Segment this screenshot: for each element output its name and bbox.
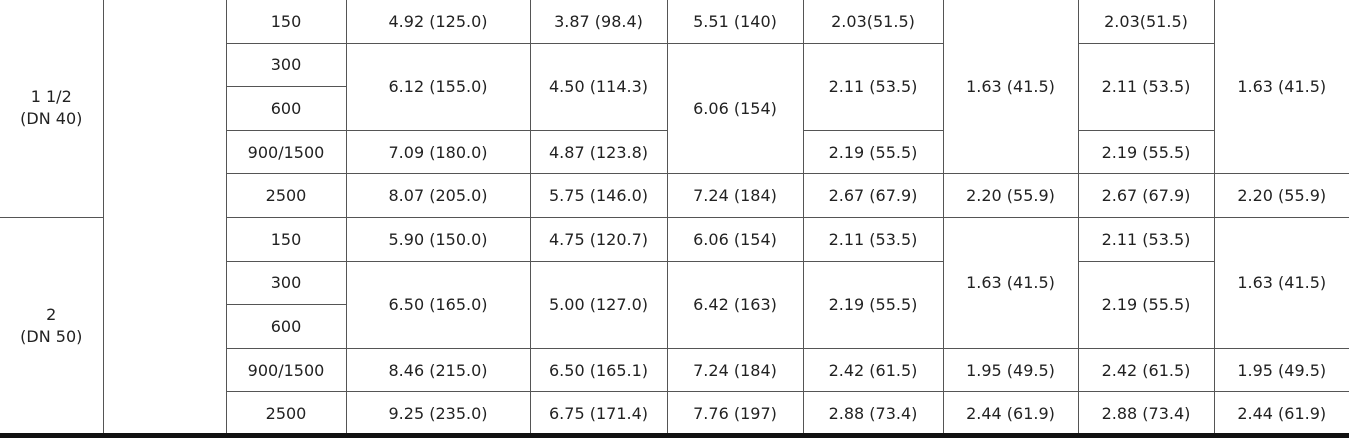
value-cell: 2.11 (53.5) xyxy=(802,42,944,131)
table-row: 300 6.12 (155.0) 4.50 (114.3) 6.06 (154) 2.1… xyxy=(0,42,1349,175)
value-cell: 2.44 (61.9) xyxy=(942,391,1079,436)
value-cell: 2.11 (53.5) xyxy=(802,216,944,262)
value-cell: 5.90 (150.0) xyxy=(345,216,531,262)
bottom-rule xyxy=(0,433,1349,438)
value-cell: 2.19 (55.5) xyxy=(1077,129,1215,175)
value-cell: 6.75 (171.4) xyxy=(529,391,668,436)
value-cell: 7.09 (180.0) xyxy=(345,129,531,175)
value-cell: 2.11 (53.5) xyxy=(1077,42,1215,131)
value-cell: 1.63 (41.5) xyxy=(942,216,1079,349)
value-cell: 4.92 (125.0) xyxy=(345,0,531,44)
blank-cell xyxy=(102,0,227,436)
value-cell: 1.63 (41.5) xyxy=(1213,216,1349,349)
class-cell: 900/1500 xyxy=(225,129,347,175)
class-cell: 600 xyxy=(225,86,347,131)
class-cell: 150 xyxy=(225,0,347,44)
value-cell: 8.46 (215.0) xyxy=(345,347,531,393)
value-cell: 1.63 (41.5) xyxy=(942,0,1079,175)
size-text: 2 xyxy=(46,305,57,325)
value-cell: 2.20 (55.9) xyxy=(942,173,1079,218)
value-cell: 3.87 (98.4) xyxy=(529,0,668,44)
value-cell: 7.24 (184) xyxy=(666,173,804,218)
size-text: (DN 50) xyxy=(20,327,83,347)
value-cell: 2.03(51.5) xyxy=(802,0,944,44)
table-row: 900/1500 8.46 (215.0) 6.50 (165.1) 7.24 (18… xyxy=(0,347,1349,393)
size-cell: 1 1/2 (DN 40) xyxy=(0,0,104,218)
value-cell: 1.63 (41.5) xyxy=(1213,0,1349,175)
value-cell: 2.88 (73.4) xyxy=(1077,391,1215,436)
size-text: 1 1/2 xyxy=(30,87,72,107)
table-row: 900/1500 7.09 (180.0) 4.87 (123.8) 2.19 (55… xyxy=(0,129,1349,175)
value-cell: 5.00 (127.0) xyxy=(529,260,668,349)
value-cell: 5.51 (140) xyxy=(666,0,804,44)
table-row: 2500 8.07 (205.0) 5.75 (146.0) 7.24 (184) 2.… xyxy=(0,173,1349,218)
value-cell: 6.50 (165.1) xyxy=(529,347,668,393)
value-cell: 2.03(51.5) xyxy=(1077,0,1215,44)
value-cell: 6.50 (165.0) xyxy=(345,260,531,349)
value-cell: 2.19 (55.5) xyxy=(802,260,944,349)
class-cell: 2500 xyxy=(225,173,347,218)
class-cell: 900/1500 xyxy=(225,347,347,393)
value-cell: 2.11 (53.5) xyxy=(1077,216,1215,262)
value-cell: 6.06 (154) xyxy=(666,42,804,175)
table-row: 300 6.50 (165.0) 5.00 (127.0) 6.42 (163) 2.1… xyxy=(0,260,1349,349)
value-cell: 6.42 (163) xyxy=(666,260,804,349)
value-cell: 2.20 (55.9) xyxy=(1213,173,1349,218)
value-cell: 2.44 (61.9) xyxy=(1213,391,1349,436)
value-cell: 6.06 (154) xyxy=(666,216,804,262)
size-text: (DN 40) xyxy=(20,109,83,129)
value-cell: 2.67 (67.9) xyxy=(1077,173,1215,218)
table-row: 600 xyxy=(0,86,1349,131)
class-cell: 2500 xyxy=(225,391,347,436)
value-cell: 4.87 (123.8) xyxy=(529,129,668,175)
value-cell: 2.88 (73.4) xyxy=(802,391,944,436)
class-cell: 300 xyxy=(225,260,347,306)
value-cell: 2.42 (61.5) xyxy=(802,347,944,393)
table-row: 2 (DN 50) 150 5.90 (150.0) 4.75 (120.7) 6.06 … xyxy=(0,216,1349,436)
value-cell: 1.95 (49.5) xyxy=(1213,347,1349,393)
class-cell: 150 xyxy=(225,216,347,262)
value-cell: 8.07 (205.0) xyxy=(345,173,531,218)
value-cell: 2.42 (61.5) xyxy=(1077,347,1215,393)
value-cell: 5.75 (146.0) xyxy=(529,173,668,218)
table-row: 2500 9.25 (235.0) 6.75 (171.4) 7.76 (197) 2.… xyxy=(0,391,1349,436)
class-cell: 600 xyxy=(225,304,347,349)
value-cell: 6.12 (155.0) xyxy=(345,42,531,131)
class-cell: 300 xyxy=(225,42,347,88)
value-cell: 2.19 (55.5) xyxy=(1077,260,1215,349)
value-cell: 2.19 (55.5) xyxy=(802,129,944,175)
value-cell: 7.24 (184) xyxy=(666,347,804,393)
value-cell: 2.67 (67.9) xyxy=(802,173,944,218)
value-cell: 4.75 (120.7) xyxy=(529,216,668,262)
value-cell: 4.50 (114.3) xyxy=(529,42,668,131)
size-cell: 2 (DN 50) xyxy=(0,216,104,436)
table-row: 600 xyxy=(0,304,1349,349)
value-cell: 1.95 (49.5) xyxy=(942,347,1079,393)
value-cell: 7.76 (197) xyxy=(666,391,804,436)
value-cell: 9.25 (235.0) xyxy=(345,391,531,436)
